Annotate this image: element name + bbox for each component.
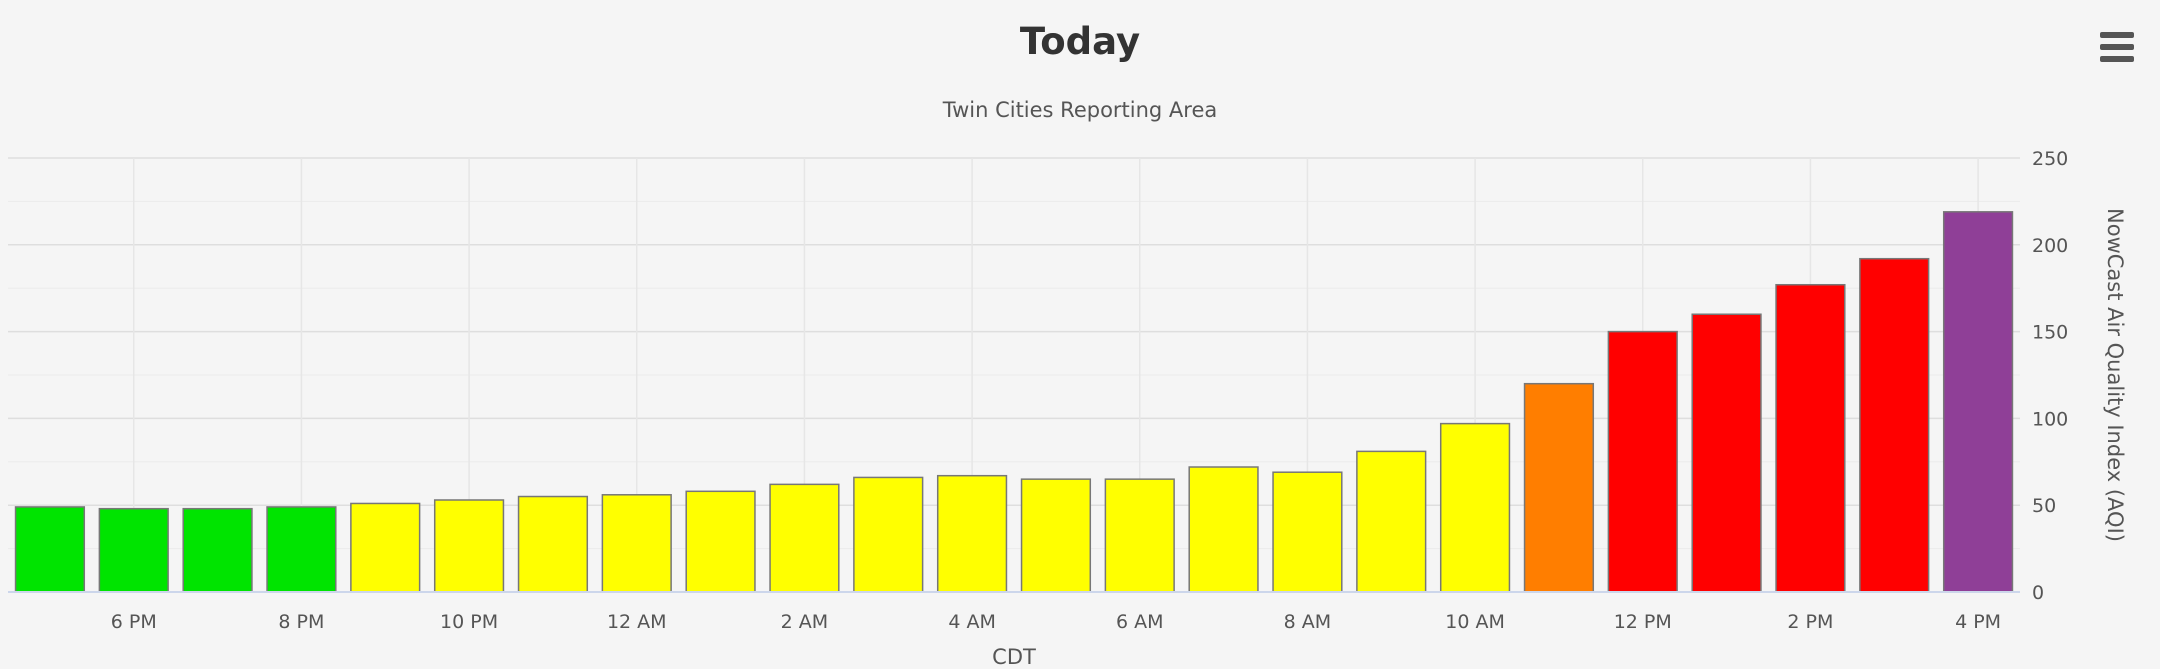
aqi-bar[interactable] (1188, 466, 1259, 593)
y-tick-label: 250 (2032, 148, 2068, 170)
aqi-bar[interactable] (1942, 211, 2014, 593)
x-tick-label: 8 PM (278, 611, 324, 633)
chart-menu-button[interactable] (2100, 32, 2134, 62)
aqi-bar[interactable] (1356, 450, 1427, 593)
y-tick-label: 0 (2032, 582, 2044, 604)
x-tick-label: 10 PM (440, 611, 498, 633)
y-axis-title: NowCast Air Quality Index (AQI) (2103, 208, 2127, 542)
x-tick-label: 6 AM (1116, 611, 1164, 633)
y-tick-label: 100 (2032, 408, 2068, 430)
aqi-bar[interactable] (98, 507, 169, 593)
aqi-bar[interactable] (769, 483, 840, 593)
x-tick-label: 12 PM (1614, 611, 1672, 633)
aqi-bar[interactable] (685, 490, 756, 593)
aqi-bar[interactable] (853, 476, 924, 593)
bars (14, 211, 2014, 593)
aqi-bar[interactable] (601, 494, 672, 593)
y-tick-label: 150 (2032, 322, 2068, 344)
axes: 0 50 100 150 200 250 6 PM 8 PM 10 PM 12 AM 2 AM 4 A… (8, 148, 2068, 633)
y-tick-label: 50 (2032, 495, 2056, 517)
x-tick-label: 6 PM (111, 611, 157, 633)
x-tick-label: 8 AM (1284, 611, 1332, 633)
aqi-bar[interactable] (182, 507, 253, 593)
x-axis-title: CDT (992, 645, 1036, 669)
aqi-bar[interactable] (1272, 471, 1343, 593)
chart-title: Today (1019, 20, 1141, 63)
x-tick-label: 4 PM (1955, 611, 2001, 633)
x-tick-label: 4 AM (948, 611, 996, 633)
aqi-bar[interactable] (1859, 257, 1930, 593)
x-tick-label: 10 AM (1445, 611, 1505, 633)
aqi-bar[interactable] (433, 499, 505, 593)
aqi-bar[interactable] (1439, 422, 1511, 593)
chart-subtitle: Twin Cities Reporting Area (942, 98, 1218, 122)
x-tick-label: 12 AM (607, 611, 667, 633)
aqi-bar[interactable] (1104, 478, 1175, 593)
aqi-bar[interactable] (936, 474, 1008, 593)
aqi-bar[interactable] (1775, 283, 1846, 593)
aqi-bar[interactable] (1607, 330, 1678, 593)
aqi-bar[interactable] (1020, 478, 1092, 593)
aqi-bar[interactable] (1691, 313, 1762, 593)
aqi-bar[interactable] (14, 506, 86, 593)
x-tick-label: 2 PM (1787, 611, 1833, 633)
y-tick-label: 200 (2032, 235, 2068, 257)
aqi-bar[interactable] (1523, 382, 1595, 593)
x-tick-label: 2 AM (781, 611, 829, 633)
aqi-bar[interactable] (350, 502, 421, 593)
aqi-bar[interactable] (517, 495, 589, 593)
aqi-bar[interactable] (266, 506, 337, 593)
